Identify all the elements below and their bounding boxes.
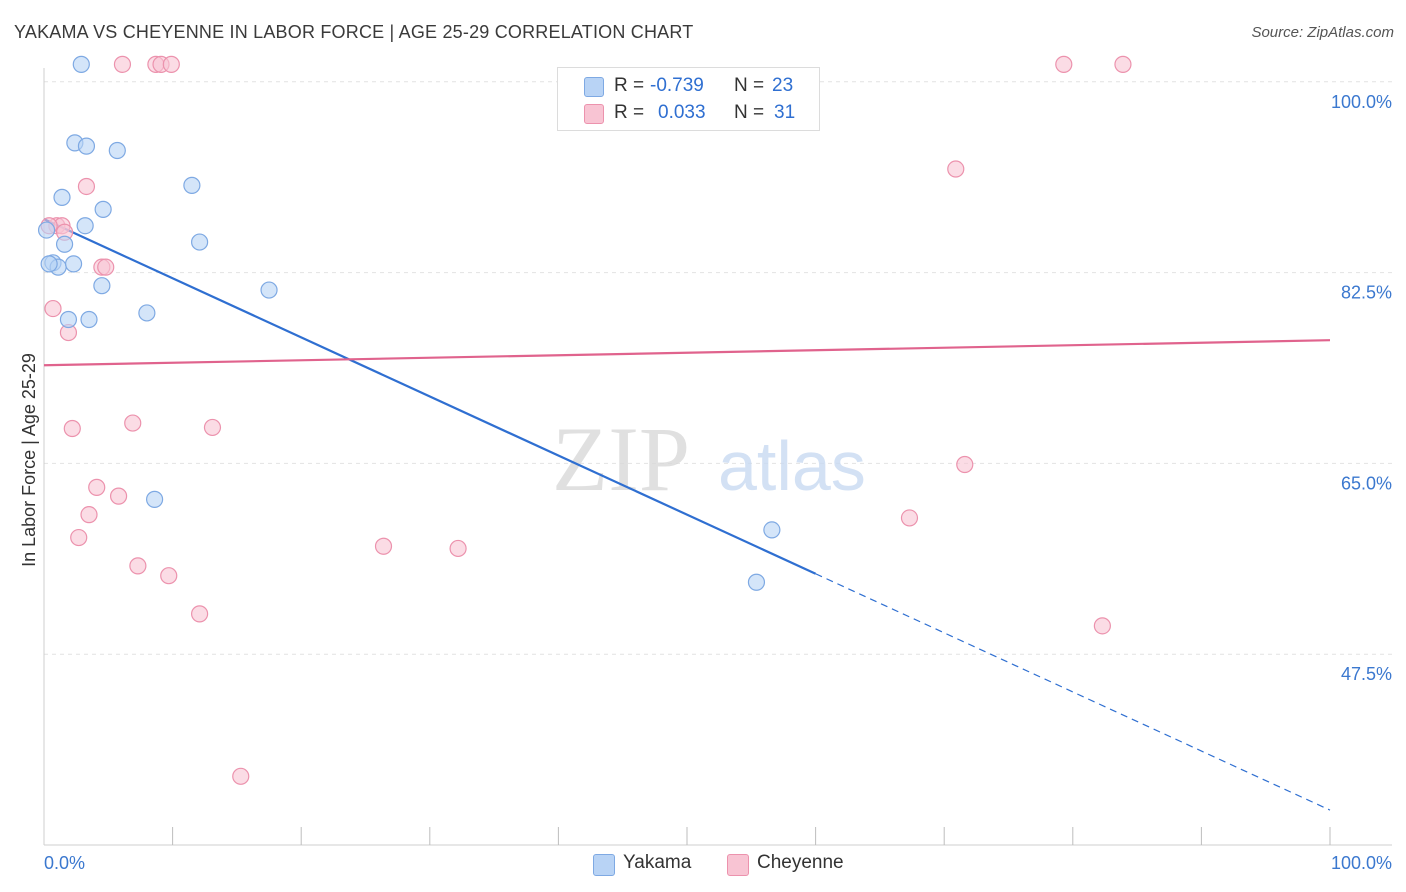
yakama-point [260,281,278,299]
trend-lines [43,218,1331,811]
cheyenne-point [232,767,250,785]
y-axis-title: In Labor Force | Age 25-29 [19,353,39,567]
yakama-point [77,137,96,155]
cheyenne-point [70,528,88,547]
cheyenne-point [900,509,919,527]
data-points [37,55,1132,785]
cheyenne-point [77,177,96,196]
yakama-legend-label: Yakama [623,852,692,873]
yakama-point [55,235,74,253]
yakama-point [40,255,58,273]
yakama-point [145,490,164,508]
yakama-point [80,310,98,329]
r-label: R = [614,75,645,96]
stats-legend: R = -0.739 N = 23 R = 0.033 N = 31 [557,67,820,131]
yakama-point [191,233,209,251]
x-tick-label: 0.0% [44,853,85,873]
cheyenne-point [63,419,81,438]
yakama-point [93,277,111,295]
watermark-atlas: atlas [718,427,866,505]
cheyenne-point [80,506,98,524]
cheyenne-point [88,478,106,496]
n-value: 31 [774,102,796,123]
yakama-point [72,55,90,73]
cheyenne-point [203,418,222,437]
cheyenne-point [449,539,467,558]
axis-labels: 47.5% 65.0% 82.5% 100.0% 0.0% 100.0% In Labor … [19,92,1392,873]
r-value: -0.739 [650,75,704,96]
yakama-point [76,217,94,235]
r-value: 0.033 [658,102,706,123]
cheyenne-point [191,605,209,623]
source-credit: Source: ZipAtlas.com [1251,24,1394,41]
cheyenne-legend-label: Cheyenne [757,852,844,873]
yakama-point [64,255,83,273]
yakama-swatch [584,77,604,97]
n-label: N = [734,102,765,123]
cheyenne-point [113,55,132,73]
x-tick-label: 100.0% [1331,853,1392,873]
cheyenne-point [44,299,62,318]
yakama-point [183,176,201,194]
n-value: 23 [772,75,794,96]
cheyenne-point [162,55,180,73]
yakama-point [53,188,71,206]
n-label: N = [734,75,765,96]
watermark-zip: ZIP [552,408,690,510]
yakama-point [94,200,112,218]
yakama-point [37,221,56,239]
cheyenne-point [124,414,142,432]
cheyenne-point [947,160,965,178]
yakama-point [59,310,78,329]
cheyenne-point [374,537,393,555]
cheyenne-point [97,258,115,276]
cheyenne-point [1114,55,1132,73]
watermark: ZIP atlas [552,408,866,510]
chart-title: YAKAMA VS CHEYENNE IN LABOR FORCE | AGE … [14,22,694,42]
r-label: R = [614,102,645,123]
y-tick-label: 65.0% [1341,473,1392,493]
yakama-point [138,304,156,322]
cheyenne-point [109,487,128,505]
yakama-point [747,573,766,591]
cheyenne-swatch [584,104,604,124]
gridlines [44,81,1392,655]
yakama-trend-extension [815,573,1331,811]
axes [43,68,1392,846]
yakama-point [763,521,781,539]
yakama-point [108,141,126,160]
yakama-trend-line [43,218,817,575]
cheyenne-point [1093,617,1111,635]
yakama-legend-swatch [593,854,615,876]
cheyenne-point [129,557,147,575]
cheyenne-point [1055,55,1073,73]
y-tick-label: 82.5% [1341,283,1392,303]
cheyenne-legend-swatch [727,854,749,876]
y-tick-label: 47.5% [1341,664,1392,684]
y-tick-label: 100.0% [1331,92,1392,112]
cheyenne-trend-line [43,339,1331,367]
cheyenne-point [956,455,974,474]
cheyenne-point [160,567,178,585]
